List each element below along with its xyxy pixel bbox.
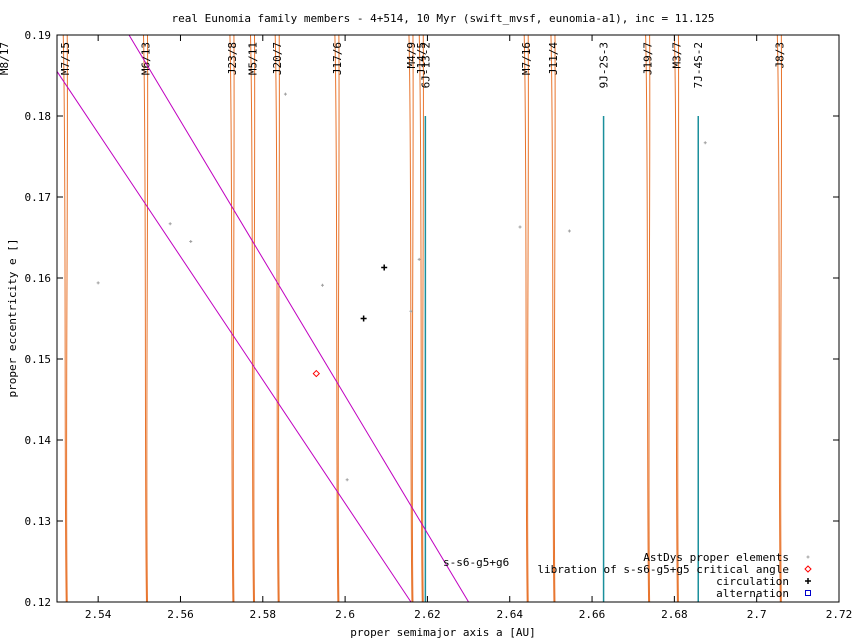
data-point xyxy=(320,283,324,287)
data-point xyxy=(703,141,707,145)
legend-entry: circulation xyxy=(716,575,789,588)
data-point xyxy=(518,225,522,229)
resonance-label: M7/16 xyxy=(520,42,533,75)
resonance-label: J11/4 xyxy=(547,42,560,75)
resonance-label-edge: M8/17 xyxy=(0,42,11,75)
resonance-line xyxy=(334,34,340,603)
secular-resonance-label: s-s6-g5+g6 xyxy=(443,556,509,569)
legend-marker xyxy=(806,555,810,559)
secular-resonance-upper xyxy=(128,34,470,603)
secular-resonance-lower xyxy=(56,71,412,603)
x-tick-label: 2.6 xyxy=(335,608,355,621)
legend-marker xyxy=(804,565,812,573)
data-point xyxy=(168,222,172,226)
x-tick-label: 2.66 xyxy=(579,608,606,621)
chart-title: real Eunomia family members - 4+514, 10 … xyxy=(171,12,714,25)
y-tick-label: 0.13 xyxy=(25,515,52,528)
resonance-label: J17/6 xyxy=(331,42,344,75)
resonance-line xyxy=(229,34,235,603)
resonance-line xyxy=(418,34,424,603)
resonance-label: M7/15 xyxy=(59,42,72,75)
legend-entry: AstDys proper elements xyxy=(643,551,789,564)
resonance-label: M4/9 xyxy=(405,42,418,69)
data-point xyxy=(189,240,193,244)
resonance-line xyxy=(250,34,256,603)
resonance-label: J23/8 xyxy=(226,42,239,75)
resonance-line xyxy=(62,34,68,603)
legend-entry: alternation xyxy=(716,587,789,600)
legend-marker xyxy=(805,590,811,596)
resonance-label: M5/11 xyxy=(247,42,260,75)
resonance-label: 6J-13-2 xyxy=(419,42,432,88)
y-tick-label: 0.17 xyxy=(25,191,52,204)
data-point xyxy=(567,229,571,233)
resonance-line xyxy=(550,34,556,603)
y-tick-label: 0.19 xyxy=(25,29,52,42)
secular-resonance-lines: s-s6-g5+g6 xyxy=(56,34,509,603)
data-points xyxy=(96,92,707,482)
resonance-line xyxy=(274,34,280,603)
y-tick-label: 0.16 xyxy=(25,272,52,285)
y-axis-label: proper eccentricity e [] xyxy=(6,239,19,398)
data-point xyxy=(417,257,421,261)
y-axis-ticks: 0.12 0.13 0.14 0.15 0.16 0.17 0.18 0.19 xyxy=(25,29,839,609)
x-tick-label: 2.64 xyxy=(496,608,523,621)
resonance-line xyxy=(408,34,414,603)
data-point xyxy=(96,281,100,285)
x-tick-label: 2.62 xyxy=(414,608,441,621)
data-point xyxy=(345,478,349,482)
data-point xyxy=(409,309,413,313)
resonance-line xyxy=(645,34,651,603)
y-tick-label: 0.12 xyxy=(25,596,52,609)
legend-marker xyxy=(805,578,811,584)
resonance-label: J20/7 xyxy=(271,42,284,75)
resonance-line xyxy=(523,34,529,603)
resonance-label: J19/7 xyxy=(642,42,655,75)
resonance-line xyxy=(776,34,783,603)
y-tick-label: 0.18 xyxy=(25,110,52,123)
x-tick-label: 2.54 xyxy=(85,608,112,621)
x-axis-ticks: 2.54 2.56 2.58 2.6 2.62 2.64 2.66 2.68 2.7 2.72 xyxy=(85,35,852,621)
x-tick-label: 2.58 xyxy=(250,608,277,621)
x-tick-label: 2.56 xyxy=(167,608,194,621)
data-point xyxy=(312,369,321,378)
resonance-label: J8/3 xyxy=(773,42,786,69)
y-tick-label: 0.15 xyxy=(25,353,52,366)
resonance-label: 9J-2S-3 xyxy=(598,42,611,88)
resonance-line xyxy=(142,34,149,603)
y-tick-label: 0.14 xyxy=(25,434,52,447)
data-point xyxy=(283,92,287,96)
resonance-line xyxy=(673,34,680,603)
resonance-label: 7J-4S-2 xyxy=(692,42,705,88)
data-point xyxy=(360,315,367,322)
legend-entry: libration of s-s6-g5+g5 critical angle xyxy=(537,563,789,576)
resonance-label: M3/7 xyxy=(670,42,683,69)
x-tick-label: 2.68 xyxy=(661,608,688,621)
x-tick-label: 2.72 xyxy=(826,608,853,621)
data-point xyxy=(381,264,388,271)
x-axis-label: proper semimajor axis a [AU] xyxy=(350,626,535,639)
resonance-label: J14/5 xyxy=(415,42,428,75)
x-tick-label: 2.7 xyxy=(747,608,767,621)
resonance-label: M6/13 xyxy=(139,42,152,75)
plot-frame xyxy=(56,34,840,603)
